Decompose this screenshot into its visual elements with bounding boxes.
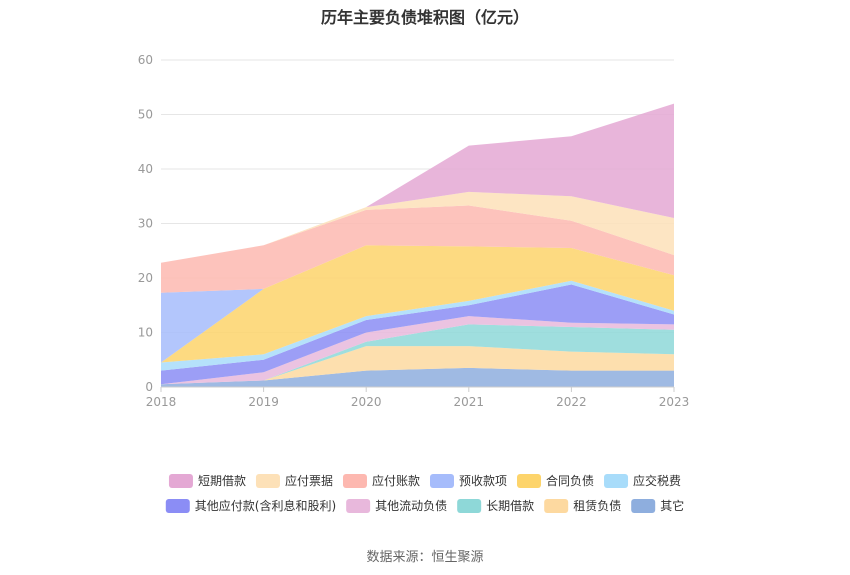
legend-item[interactable]: 应交税费 xyxy=(604,473,681,488)
legend-label: 应交税费 xyxy=(633,473,681,488)
legend-swatch xyxy=(544,499,569,513)
axes: 0 10 20 30 40 50 60 2018 2019 2020 2021 2022 2023 xyxy=(138,53,690,409)
y-tick-label: 30 xyxy=(138,217,153,231)
legend-swatch xyxy=(255,474,280,488)
legend-item[interactable]: 应付账款 xyxy=(342,473,420,488)
legend-item[interactable]: 合同负债 xyxy=(517,473,594,488)
area-短期借款 xyxy=(161,103,674,263)
legend-item[interactable]: 长期借款 xyxy=(457,499,534,513)
legend-swatch xyxy=(430,474,454,488)
chart-title: 历年主要负债堆积图（亿元） xyxy=(320,8,529,27)
area-应付票据 xyxy=(161,191,674,263)
legend-label: 其他流动负债 xyxy=(375,499,447,513)
x-tick-label: 2020 xyxy=(351,395,382,409)
legend-item[interactable]: 应付票据 xyxy=(255,473,333,488)
y-tick-label: 10 xyxy=(138,326,153,340)
y-tick-label: 20 xyxy=(138,271,153,285)
legend-item[interactable]: 短期借款 xyxy=(168,474,246,488)
legend-item[interactable]: 租赁负债 xyxy=(544,499,621,513)
y-tick-label: 0 xyxy=(145,380,153,394)
area-其他流动负债 xyxy=(161,316,674,385)
legend-item[interactable]: 其它 xyxy=(631,498,684,513)
legend-label: 短期借款 xyxy=(198,474,246,488)
legend-swatch xyxy=(517,474,542,488)
y-tick-label: 50 xyxy=(138,108,153,122)
legend-item[interactable]: 其他应付款(含利息和股利) xyxy=(165,498,336,513)
x-tick-label: 2022 xyxy=(556,395,587,409)
legend-label: 应付账款 xyxy=(372,473,420,488)
legend-swatch xyxy=(168,474,193,488)
area-应付账款 xyxy=(161,205,674,293)
area-其它 xyxy=(161,367,674,387)
legend-swatch xyxy=(342,474,367,488)
area-应交税费 xyxy=(161,280,674,371)
x-tick-label: 2018 xyxy=(146,395,177,409)
legend-label: 合同负债 xyxy=(546,473,594,488)
legend-label: 其它 xyxy=(660,498,684,513)
legend-swatch xyxy=(165,499,190,513)
area-长期借款 xyxy=(161,324,674,385)
legend-item[interactable]: 预收款项 xyxy=(430,474,507,488)
legend-label: 长期借款 xyxy=(486,499,534,513)
legend-label: 应付票据 xyxy=(285,473,333,488)
y-tick-label: 60 xyxy=(138,53,153,67)
legend-swatch xyxy=(631,499,656,513)
data-source-text: 数据来源：恒生聚源 xyxy=(366,550,484,565)
x-tick-label: 2023 xyxy=(659,395,690,409)
y-tick-label: 40 xyxy=(138,162,153,176)
x-tick-label: 2021 xyxy=(454,395,485,409)
x-tick-label: 2019 xyxy=(248,395,279,409)
area-租赁负债 xyxy=(161,346,674,385)
legend-swatch xyxy=(604,474,629,488)
legend-swatch xyxy=(457,499,482,513)
legend-label: 预收款项 xyxy=(459,474,507,488)
legend-label: 租赁负债 xyxy=(573,499,621,513)
area-其他应付款(含利息和股利) xyxy=(161,284,674,385)
legend-swatch xyxy=(346,499,371,513)
legend-item[interactable]: 其他流动负债 xyxy=(346,499,447,513)
legend-label: 其他应付款(含利息和股利) xyxy=(195,498,336,513)
area-series xyxy=(161,103,674,387)
area-合同负债 xyxy=(161,245,674,363)
